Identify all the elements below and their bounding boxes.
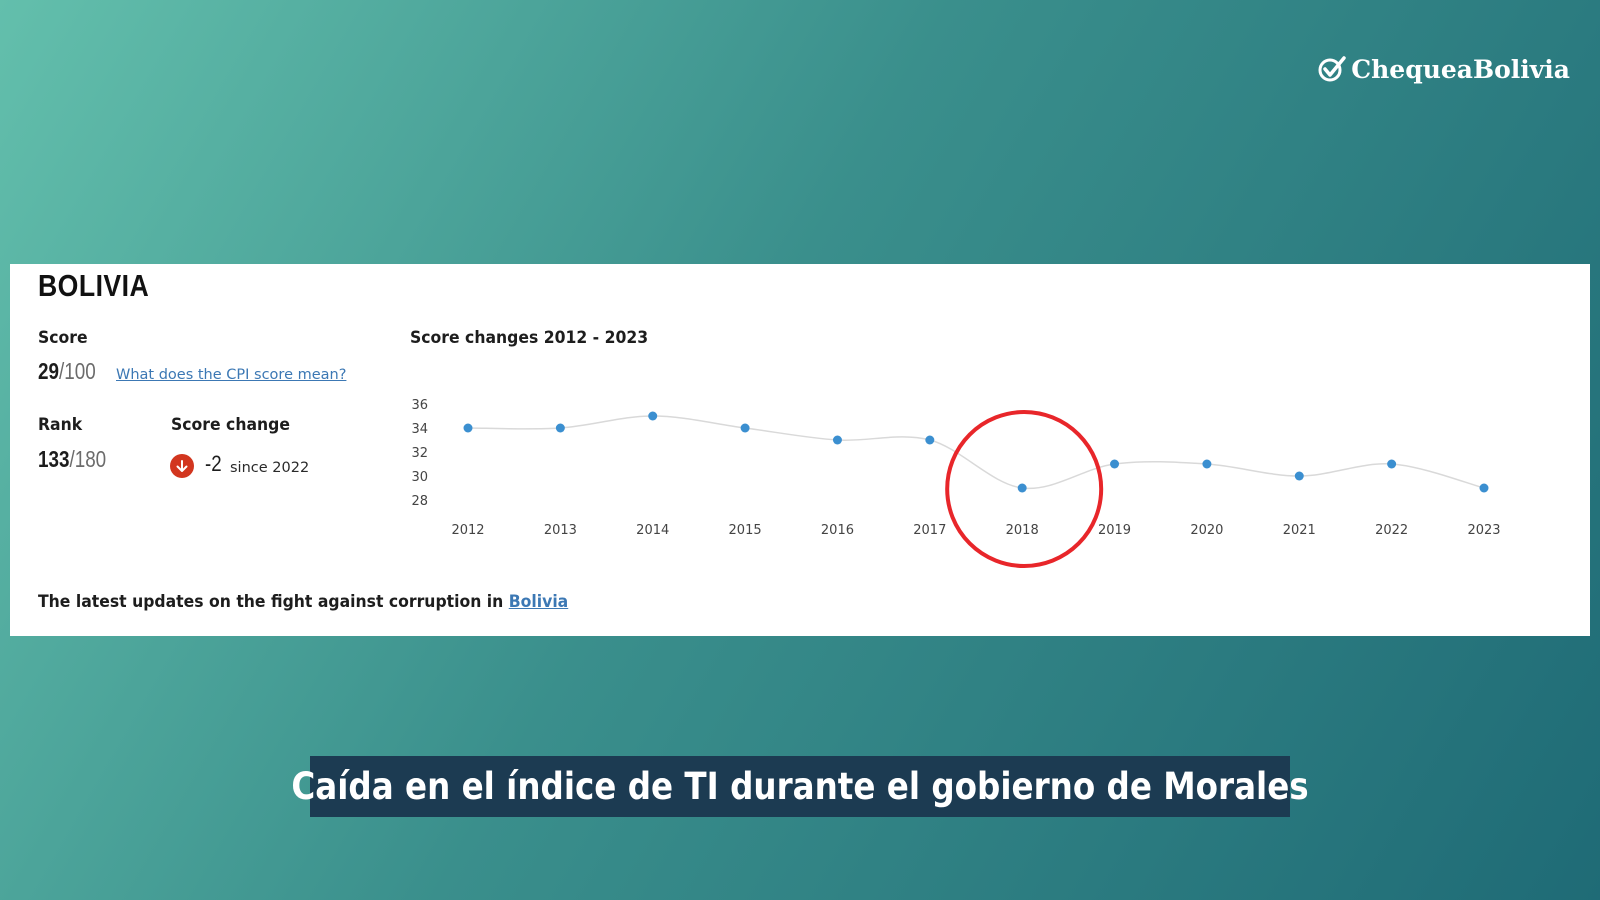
score-number: 29 — [38, 358, 59, 384]
x-tick-label: 2022 — [1375, 523, 1408, 538]
x-tick-label: 2019 — [1098, 523, 1131, 538]
score-max: /100 — [58, 358, 96, 384]
score-line-chart: 28 30 32 34 36 2012 2013 2014 2015 2016 2017 2018 20… — [411, 398, 1501, 568]
latest-updates-text: The latest updates on the fight against … — [38, 592, 568, 612]
data-point-2015 — [740, 423, 750, 433]
score-change-value: -2 — [205, 451, 222, 476]
chart-title: Score changes 2012 - 2023 — [410, 328, 649, 348]
x-tick-label: 2017 — [913, 523, 946, 538]
cpi-score-help-link[interactable]: What does the CPI score mean? — [116, 367, 347, 383]
data-point-2018 — [1017, 483, 1027, 493]
data-point-2022 — [1387, 459, 1397, 469]
data-point-2023 — [1479, 483, 1489, 493]
y-tick-label: 32 — [411, 446, 428, 461]
y-tick-label: 30 — [411, 470, 428, 485]
rank-value: 133/180 — [38, 446, 106, 473]
latest-updates-label: The latest updates on the fight against … — [38, 592, 504, 612]
bolivia-link[interactable]: Bolivia — [508, 592, 569, 612]
score-change-label: Score change — [171, 415, 290, 435]
country-card: BOLIVIA Score 29/100 What does the CPI s… — [10, 264, 1590, 636]
country-title: BOLIVIA — [38, 268, 150, 303]
score-change-since: since 2022 — [230, 460, 310, 476]
score-label: Score — [38, 328, 88, 348]
score-value: 29/100 — [38, 358, 96, 385]
check-circle-icon — [1318, 56, 1346, 82]
data-point-2016 — [832, 435, 842, 445]
rank-label: Rank — [38, 415, 83, 435]
x-tick-label: 2023 — [1467, 523, 1500, 538]
x-tick-label: 2012 — [451, 523, 484, 538]
y-tick-label: 34 — [411, 422, 428, 437]
data-point-2013 — [555, 423, 565, 433]
x-tick-label: 2021 — [1283, 523, 1316, 538]
data-point-2021 — [1294, 471, 1304, 481]
y-tick-label: 36 — [411, 398, 428, 413]
series-line — [467, 415, 1485, 490]
data-point-2019 — [1110, 459, 1120, 469]
x-tick-label: 2020 — [1190, 523, 1223, 538]
brand-name: ChequeaBolivia — [1351, 54, 1570, 84]
rank-number: 133 — [38, 446, 70, 472]
brand-logo: ChequeaBolivia — [1317, 54, 1570, 84]
x-tick-label: 2018 — [1006, 523, 1039, 538]
x-tick-label: 2013 — [544, 523, 577, 538]
x-tick-label: 2016 — [821, 523, 854, 538]
x-tick-label: 2015 — [729, 523, 762, 538]
data-point-2012 — [463, 423, 473, 433]
x-tick-label: 2014 — [636, 523, 669, 538]
caption-text: Caída en el índice de TI durante el gobi… — [291, 765, 1309, 808]
arrow-down-icon — [170, 454, 194, 478]
data-point-2014 — [648, 411, 658, 421]
highlight-circle — [945, 410, 1104, 568]
data-point-2020 — [1202, 459, 1212, 469]
data-point-2017 — [925, 435, 935, 445]
rank-max: /180 — [69, 446, 107, 472]
y-tick-label: 28 — [411, 494, 428, 509]
caption-banner: Caída en el índice de TI durante el gobi… — [291, 756, 1309, 817]
